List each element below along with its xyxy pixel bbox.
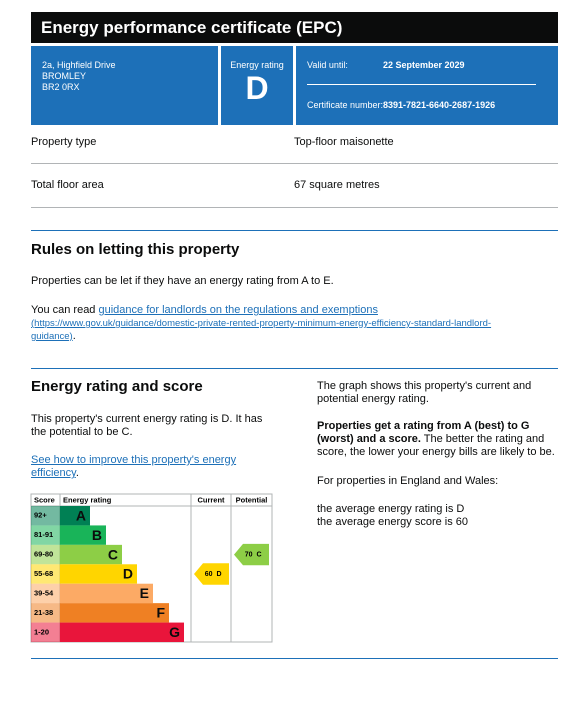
address-line: BROMLEY [42, 71, 87, 81]
paragraph: This property's current energy rating is… [31, 413, 263, 438]
band-letter: F [156, 605, 165, 621]
detail-label: Property type [31, 136, 97, 148]
paragraph: Properties get a rating from A (best) to… [317, 420, 559, 459]
band-score: 1-20 [34, 627, 49, 636]
current-letter: D [217, 571, 222, 578]
guidance-url[interactable]: (https://www.gov.uk/guidance/domestic-pr… [31, 318, 492, 342]
band-score: 55-68 [34, 569, 53, 578]
section-heading: Energy rating and score [31, 378, 203, 395]
current-arrow [194, 563, 229, 585]
band-bar [60, 525, 106, 545]
section-divider [31, 658, 558, 659]
potential-arrow [234, 543, 269, 566]
address-line: BR2 0RX [42, 82, 80, 92]
band-score: 39-54 [34, 588, 54, 597]
text: the average energy rating is D [317, 503, 465, 515]
section-divider [31, 368, 558, 369]
band-score: 69-80 [34, 550, 53, 559]
band-score: 21-38 [34, 608, 53, 617]
band-bar [60, 583, 153, 604]
band-score: 92+ [34, 511, 47, 520]
band-score: 81-91 [34, 530, 53, 539]
band-letter: G [169, 624, 180, 640]
band-letter: B [92, 527, 102, 543]
column-header: Score [34, 495, 55, 504]
text: . [75, 467, 79, 479]
score-cell [31, 583, 60, 604]
cert-number: 8391-7821-6640-2687-1926 [383, 100, 496, 110]
detail-label: Total floor area [31, 179, 104, 191]
valid-date: 22 September 2029 [383, 60, 465, 70]
band-bar [60, 564, 137, 584]
detail-value: Top-floor maisonette [294, 136, 394, 148]
divider [31, 207, 558, 208]
bold-text: Properties get a rating from A (best) to… [317, 420, 530, 445]
section-divider [31, 230, 558, 231]
section-heading: Rules on letting this property [31, 241, 240, 258]
guidance-link[interactable]: guidance for landlords on the regulation… [98, 304, 378, 316]
current-score: 60 [205, 571, 213, 578]
score-cell [31, 564, 60, 584]
paragraph: For properties in England and Wales: [317, 475, 499, 487]
paragraph: The graph shows this property's current … [317, 380, 532, 405]
potential-score: 70 [245, 551, 253, 558]
band-bar [60, 506, 90, 526]
band-bar [60, 544, 122, 565]
valid-label: Valid until: [307, 60, 348, 70]
column-header: Potential [236, 495, 268, 504]
potential-letter: C [257, 551, 262, 558]
text: You can read [31, 304, 99, 316]
rating-label: Energy rating [230, 60, 284, 70]
header-title: Energy performance certificate (EPC) [31, 12, 558, 43]
band-bar [60, 622, 184, 642]
cert-label: Certificate number: [307, 100, 384, 110]
score-cell [31, 622, 60, 642]
rating-letter: D [245, 70, 269, 106]
text: . [72, 330, 76, 342]
divider [307, 84, 536, 85]
score-cell [31, 603, 60, 623]
detail-value: 67 square metres [294, 179, 380, 191]
rating-box: Energy rating D [221, 46, 293, 125]
divider [31, 163, 558, 164]
band-bar [60, 603, 169, 623]
score-cell [31, 525, 60, 545]
column-header: Current [197, 495, 225, 504]
text: the average energy score is 60 [317, 516, 469, 528]
paragraph: You can read guidance for landlords on t… [31, 304, 531, 343]
address-line: 2a, Highfield Drive [42, 60, 116, 70]
band-letter: D [123, 566, 133, 582]
score-cell [31, 506, 60, 526]
address-box: 2a, Highfield Drive BROMLEY BR2 0RX [31, 46, 218, 125]
score-cell [31, 544, 60, 565]
paragraph: Properties can be let if they have an en… [31, 275, 334, 287]
band-letter: A [76, 507, 86, 523]
paragraph: the average energy rating is D the avera… [317, 503, 468, 529]
band-letter: C [108, 546, 118, 562]
text: The better the rating and score, the low… [317, 433, 555, 458]
paragraph: See how to improve this property's energ… [31, 454, 256, 480]
band-letter: E [140, 585, 149, 601]
improve-link[interactable]: See how to improve this property's energ… [31, 454, 237, 479]
validity-box: Valid until: 22 September 2029 Certifica… [296, 46, 558, 125]
column-header: Energy rating [63, 495, 112, 504]
